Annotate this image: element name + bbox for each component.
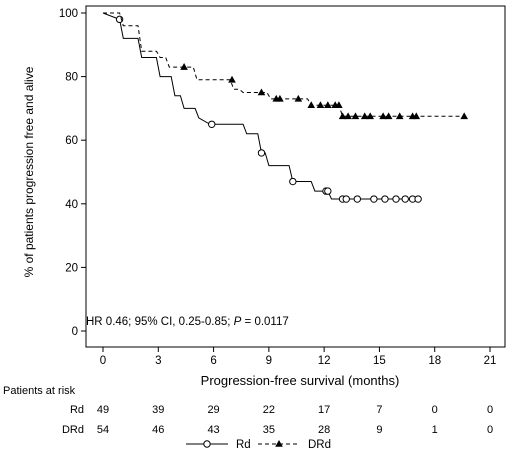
y-tick-label: 20 bbox=[65, 262, 78, 274]
x-axis-label: Progression-free survival (months) bbox=[201, 373, 400, 388]
censor-marker-drd bbox=[316, 101, 325, 109]
risk-value: 7 bbox=[376, 404, 382, 416]
censor-marker-drd bbox=[324, 101, 332, 109]
censor-marker-drd bbox=[412, 112, 421, 120]
censor-marker-drd bbox=[180, 63, 188, 70]
x-tick-label: 21 bbox=[484, 355, 497, 367]
risk-value: 39 bbox=[152, 404, 164, 416]
risk-value: 29 bbox=[207, 404, 219, 416]
x-tick-label: 15 bbox=[373, 355, 386, 367]
risk-value: 0 bbox=[487, 424, 493, 436]
plot-frame bbox=[85, 5, 506, 348]
risk-value: 54 bbox=[97, 424, 109, 436]
censor-marker-rd bbox=[381, 195, 389, 203]
censor-marker-drd bbox=[366, 112, 375, 120]
censor-marker-drd bbox=[257, 88, 266, 96]
censor-marker-drd bbox=[460, 112, 468, 120]
y-tick-label: 100 bbox=[59, 8, 78, 20]
censor-marker-rd bbox=[353, 195, 362, 203]
risk-table-title: Patients at risk bbox=[3, 385, 76, 397]
legend-marker-drd bbox=[275, 440, 283, 447]
x-tick-label: 12 bbox=[318, 355, 331, 367]
censor-marker-drd bbox=[307, 101, 316, 109]
censor-marker-drd bbox=[351, 112, 360, 120]
risk-value: 35 bbox=[263, 424, 275, 436]
axes bbox=[85, 5, 506, 348]
y-tick-label: 80 bbox=[65, 72, 78, 84]
censor-marker-drd bbox=[360, 112, 369, 120]
censor-marker-drd bbox=[384, 112, 393, 120]
x-tick-label: 3 bbox=[155, 355, 161, 367]
risk-value: 43 bbox=[207, 424, 219, 436]
legend-label-drd: DRd bbox=[308, 439, 331, 451]
legend-label-rd: Rd bbox=[236, 439, 251, 451]
censor-marker-rd bbox=[324, 187, 332, 195]
risk-value: 17 bbox=[318, 404, 330, 416]
x-tick-label: 6 bbox=[210, 355, 216, 367]
censor-marker-rd bbox=[414, 195, 422, 203]
censor-marker-drd bbox=[395, 112, 404, 120]
censor-marker-drd bbox=[228, 75, 236, 83]
censor-marker-rd bbox=[392, 195, 400, 203]
y-tick-label: 40 bbox=[65, 199, 78, 211]
censor-marker-rd bbox=[289, 177, 297, 186]
risk-value: 46 bbox=[152, 424, 164, 436]
risk-value: 9 bbox=[376, 424, 382, 436]
risk-value: 49 bbox=[97, 404, 109, 416]
y-tick-label: 60 bbox=[65, 135, 78, 147]
series-line-drd bbox=[103, 12, 466, 117]
series-line-rd bbox=[102, 12, 420, 200]
censor-marker-drd bbox=[276, 94, 284, 102]
x-axis-ticks: 0 3 6 9 12 15 18 21 bbox=[100, 347, 497, 367]
legend-marker-rd bbox=[203, 440, 211, 448]
censor-marker-rd bbox=[257, 149, 266, 157]
risk-value: 1 bbox=[432, 424, 438, 436]
risk-row-label: DRd bbox=[62, 424, 84, 436]
censor-marker-drd bbox=[335, 101, 343, 109]
censor-marker-rd bbox=[401, 195, 409, 203]
x-tick-label: 9 bbox=[266, 355, 272, 367]
y-axis-label: % of patients progression free and alive bbox=[22, 66, 36, 277]
censor-marker-rd bbox=[208, 120, 216, 129]
risk-value: 22 bbox=[263, 404, 275, 416]
censor-marker-drd bbox=[338, 112, 347, 120]
risk-value: 28 bbox=[318, 424, 330, 436]
censor-marker-rd bbox=[370, 195, 378, 203]
risk-value: 0 bbox=[432, 404, 438, 416]
censor-marker-drd bbox=[379, 112, 387, 120]
risk-row-label: Rd bbox=[70, 404, 84, 416]
legend: Rd DRd bbox=[186, 439, 331, 451]
x-tick-label: 18 bbox=[428, 355, 441, 367]
y-tick-label: 0 bbox=[72, 326, 78, 338]
censor-marker-rd bbox=[342, 195, 350, 203]
series-layer bbox=[102, 12, 468, 203]
risk-value: 0 bbox=[487, 404, 493, 416]
censor-marker-drd bbox=[294, 94, 303, 102]
risk-table: Patients at risk Rd 49 39 29 22 17 7 0 0 DRd 54 46 43… bbox=[3, 385, 493, 436]
hazard-ratio-annotation: HR 0.46; 95% CI, 0.25-0.85; P = 0.0117 bbox=[86, 316, 289, 328]
y-axis-ticks: 0 20 40 60 80 100 bbox=[59, 8, 86, 338]
censor-marker-drd bbox=[344, 112, 352, 120]
x-tick-label: 0 bbox=[100, 355, 106, 367]
